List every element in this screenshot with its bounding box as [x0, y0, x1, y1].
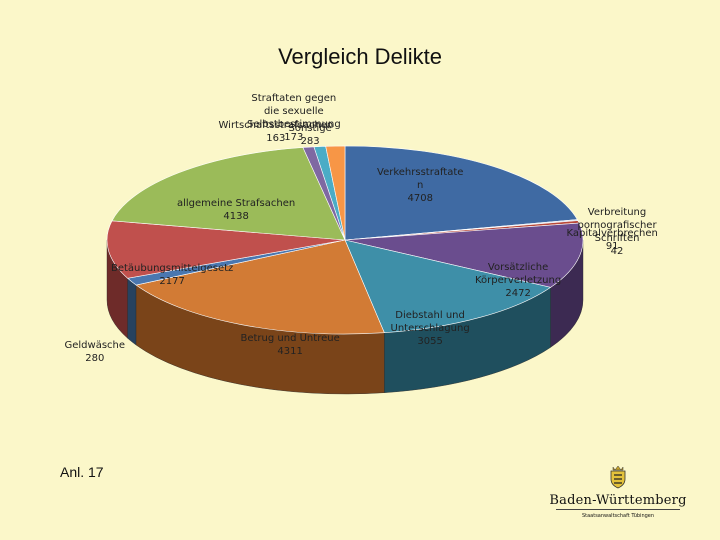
pie-sides: [106, 239, 584, 395]
slice-label-betrug-und-untreue: Betrug und Untreue 4311: [240, 333, 340, 357]
slice-label-straftaten-gegen-die-sexuelle-selbstbestimmung: Straftaten gegen die sexuelle Selbstbest…: [247, 93, 341, 143]
slice-label-kapitalverbrechen: Kapitalverbrechen 91: [566, 228, 658, 252]
slice-label-verkehrsstraftaten: Verkehrsstraftate n 4708: [377, 166, 464, 204]
slice-betrug-und-untreue: [135, 239, 385, 335]
logo: Baden-Württemberg Staatsanwaltschaft Tüb…: [548, 465, 688, 519]
slice-label-vorsatzliche-korperverletzung: Vorsätzliche Körperverletzung 2472: [475, 261, 562, 299]
agency-name: Staatsanwaltschaft Tübingen: [581, 513, 655, 519]
state-name: Baden-Württemberg: [549, 493, 687, 508]
slice-label-geldwasche: Geldwäsche 280: [64, 340, 126, 364]
pie-slices: [106, 145, 584, 335]
slice-label-betaubungsmittelgesetz: Betäubungsmittelgesetz 2177: [111, 263, 234, 287]
coat-of-arms-icon: [610, 465, 626, 489]
slice-diebstahl-und-unterschlagung: [344, 239, 552, 334]
slice-label-diebstahl-und-unterschlagung: Diebstahl und Unterschlagung 3055: [390, 309, 470, 347]
annex-label: Anl. 17: [60, 464, 104, 480]
chart-title: Vergleich Delikte: [278, 44, 442, 69]
slice-sonstige: [325, 145, 346, 241]
slice-vorsatzliche-korperverletzung: [344, 222, 584, 288]
slice-label-sonstige: Sonstige 283: [288, 123, 332, 147]
slice-verkehrsstraftaten: [344, 145, 578, 241]
slice-label-wirtschaftsstrafsachen: Wirtschaftsstrafsachen 163: [218, 120, 334, 144]
slice-label-verbreitung-pornografischer-schriften: Verbreitung pornografischer Schriften 42: [577, 207, 657, 257]
divider: [556, 509, 680, 510]
slice-side-geldwasche: [127, 277, 137, 346]
slice-allgemeine-strafsachen: [111, 147, 346, 241]
slice-label-allgemeine-strafsachen: allgemeine Strafsachen 4138: [177, 198, 296, 222]
